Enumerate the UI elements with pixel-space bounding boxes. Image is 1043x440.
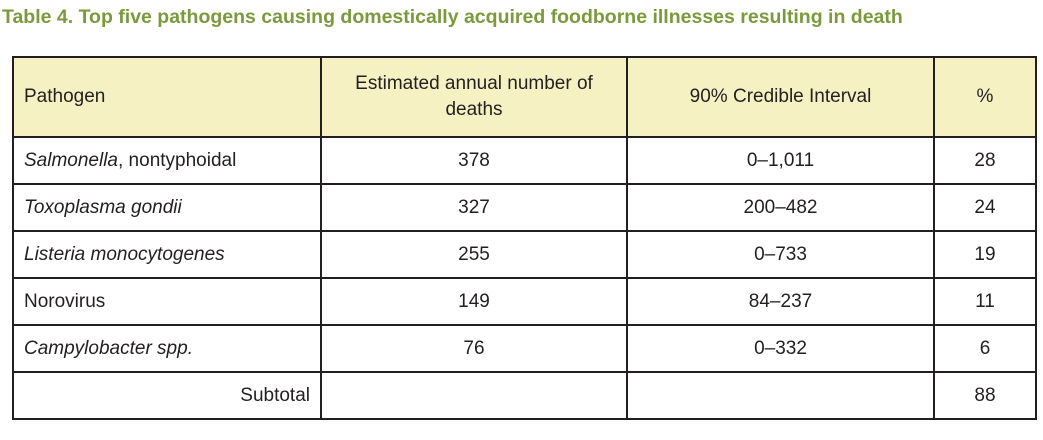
table-caption: Table 4. Top five pathogens causing dome… <box>2 6 903 28</box>
pathogen-name-italic: Salmonella <box>24 149 118 171</box>
table-row: Listeria monocytogenes 255 0–733 19 <box>12 230 1037 279</box>
deaths-cell: 149 <box>320 277 628 326</box>
percent-cell: 24 <box>933 183 1037 232</box>
table-header-row: Pathogen Estimated annual number of deat… <box>12 56 1037 138</box>
pathogen-table: Pathogen Estimated annual number of deat… <box>12 56 1037 420</box>
table-row: Norovirus 149 84–237 11 <box>12 277 1037 326</box>
deaths-cell: 255 <box>320 230 628 279</box>
interval-cell: 0–332 <box>626 324 935 373</box>
pathogen-cell: Listeria monocytogenes <box>12 230 322 279</box>
percent-cell: 6 <box>933 324 1037 373</box>
pathogen-name-italic: Toxoplasma gondii <box>24 196 182 218</box>
subtotal-percent: 88 <box>933 371 1037 420</box>
pathogen-name-rest: Norovirus <box>24 290 106 312</box>
deaths-cell: 76 <box>320 324 628 373</box>
subtotal-deaths-empty <box>320 371 628 420</box>
pathogen-name-italic: Campylobacter spp. <box>24 337 193 359</box>
percent-cell: 28 <box>933 136 1037 185</box>
percent-cell: 19 <box>933 230 1037 279</box>
pathogen-cell: Norovirus <box>12 277 322 326</box>
table-row: Campylobacter spp. 76 0–332 6 <box>12 324 1037 373</box>
subtotal-row: Subtotal 88 <box>12 371 1037 420</box>
header-deaths: Estimated annual number of deaths <box>320 56 628 138</box>
header-interval: 90% Credible Interval <box>626 56 935 138</box>
table-row: Salmonella, nontyphoidal 378 0–1,011 28 <box>12 136 1037 185</box>
interval-cell: 0–1,011 <box>626 136 935 185</box>
pathogen-cell: Campylobacter spp. <box>12 324 322 373</box>
pathogen-name-italic: Listeria monocytogenes <box>24 243 225 265</box>
percent-cell: 11 <box>933 277 1037 326</box>
interval-cell: 0–733 <box>626 230 935 279</box>
subtotal-label: Subtotal <box>12 371 322 420</box>
pathogen-cell: Toxoplasma gondii <box>12 183 322 232</box>
deaths-cell: 327 <box>320 183 628 232</box>
interval-cell: 200–482 <box>626 183 935 232</box>
deaths-cell: 378 <box>320 136 628 185</box>
header-pathogen: Pathogen <box>12 56 322 138</box>
pathogen-name-rest: , nontyphoidal <box>118 149 237 171</box>
pathogen-cell: Salmonella, nontyphoidal <box>12 136 322 185</box>
header-percent: % <box>933 56 1037 138</box>
table-row: Toxoplasma gondii 327 200–482 24 <box>12 183 1037 232</box>
subtotal-interval-empty <box>626 371 935 420</box>
interval-cell: 84–237 <box>626 277 935 326</box>
